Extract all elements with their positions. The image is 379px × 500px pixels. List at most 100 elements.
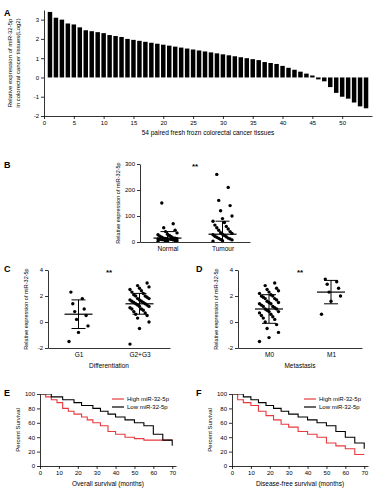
bar (113, 36, 117, 77)
tick: 2 (36, 36, 44, 42)
tick-mark (312, 116, 313, 119)
point (228, 204, 231, 207)
bar (54, 18, 58, 78)
bar (66, 23, 70, 77)
y-axis-title: Relative expression of miR-32-5p (7, 18, 13, 107)
tick: 5 (73, 116, 77, 126)
plot-area (48, 12, 369, 108)
y-axis-title: Relative expression of miR-32-5p (23, 268, 29, 349)
bar (215, 53, 219, 77)
tick-label: 2 (40, 293, 44, 299)
tick-mark (283, 116, 284, 119)
x-axis-title: Overall survival (months) (72, 480, 144, 488)
tick-label: 20 (267, 470, 274, 476)
point (258, 340, 261, 343)
tick-label: -2 (34, 113, 40, 119)
tick: 40 (280, 116, 287, 126)
tick-mark (41, 116, 44, 117)
legend-swatch (304, 398, 316, 399)
bar (155, 44, 159, 78)
point (136, 284, 139, 287)
point (265, 288, 268, 291)
point (71, 302, 74, 305)
y-axis-line (238, 271, 239, 349)
tick-mark (41, 20, 44, 21)
annotation: ** (192, 162, 199, 171)
tick: 10 (56, 466, 63, 476)
point (326, 283, 329, 286)
tick: G2+G3 (129, 351, 151, 358)
tick-label: 0 (32, 463, 36, 469)
tick: 100 (217, 391, 232, 397)
tick-mark (78, 466, 79, 469)
tick-label: 0 (230, 319, 234, 325)
bar (125, 39, 129, 78)
tick-mark (137, 242, 140, 243)
tick: Normal (158, 245, 180, 252)
bar (89, 31, 93, 77)
bar (72, 24, 76, 77)
error-cap (72, 299, 86, 300)
tick: 40 (220, 435, 232, 441)
bar (316, 77, 320, 79)
panel: A-2-1012305101520253035404550Relative ex… (4, 8, 373, 137)
bar (203, 51, 207, 77)
tick-mark (342, 116, 343, 119)
y-axis: -2024 (228, 267, 239, 351)
tick-label: 300 (125, 161, 136, 167)
tick-mark (45, 270, 48, 271)
point (258, 302, 261, 305)
point (128, 342, 131, 345)
y-axis-line (44, 11, 45, 117)
point (160, 201, 163, 204)
error-bar (139, 293, 140, 314)
x-axis-line (49, 348, 171, 349)
tick-mark (37, 423, 40, 424)
x-axis-title: Disease-free survival (months) (256, 480, 344, 488)
tick-mark (223, 116, 224, 119)
tick-mark (37, 408, 40, 409)
panel-label: F (196, 388, 202, 398)
tick: 45 (310, 116, 317, 126)
bar (149, 43, 153, 78)
bar (233, 56, 237, 77)
plot-area (40, 394, 172, 446)
y-axis-title: Relative expression of miR-32-5p (115, 162, 121, 243)
point (221, 217, 224, 220)
point (211, 240, 214, 242)
tick: 30 (220, 116, 227, 126)
tick-mark (45, 348, 48, 349)
legend-swatch (112, 398, 124, 399)
tick: 20 (220, 449, 232, 455)
survival-line (40, 394, 172, 446)
tick-label: 50 (324, 470, 331, 476)
y-axis: 0100200300 (125, 161, 141, 245)
tick-label: 50 (132, 470, 139, 476)
tick-label: 10 (56, 470, 63, 476)
tick-mark (289, 466, 290, 469)
y-axis-line (40, 395, 41, 467)
tick: 0 (230, 319, 238, 325)
tick-mark (193, 116, 194, 119)
tick: 40 (28, 435, 40, 441)
tick-label: 100 (125, 213, 136, 219)
point (227, 186, 230, 189)
bar (227, 55, 231, 77)
bar (346, 77, 350, 98)
panel-label: D (196, 264, 203, 274)
tick: M1 (327, 351, 336, 358)
point (73, 310, 76, 313)
point (147, 320, 150, 323)
tick-label: M1 (327, 351, 336, 358)
point (156, 233, 159, 236)
tick-mark (235, 296, 238, 297)
error-bar (78, 300, 79, 329)
point (339, 294, 342, 297)
tick: -2 (34, 113, 44, 119)
tick-label: 25 (190, 120, 197, 126)
point (172, 222, 175, 225)
point (128, 288, 131, 291)
tick-mark (229, 452, 232, 453)
bar (268, 63, 272, 77)
tick-label: 4 (230, 267, 234, 273)
